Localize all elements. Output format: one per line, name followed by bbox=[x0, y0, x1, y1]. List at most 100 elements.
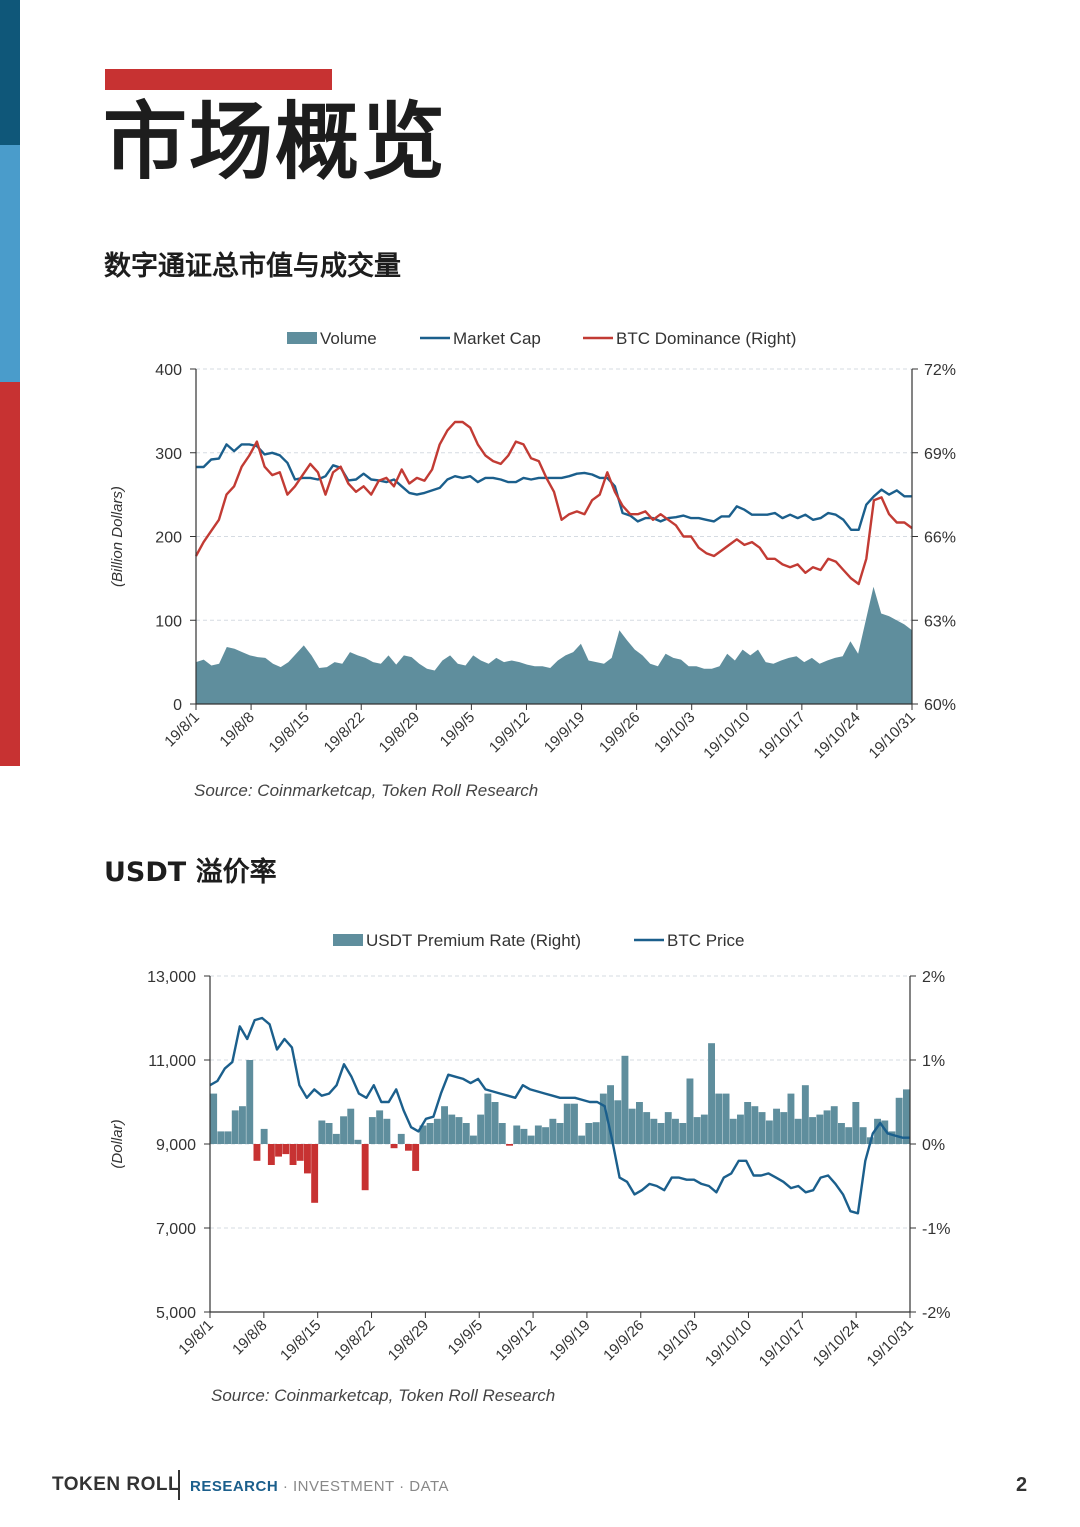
premium-bar bbox=[340, 1116, 347, 1144]
premium-bar bbox=[773, 1108, 780, 1144]
y2-tick-label: 2% bbox=[922, 969, 945, 986]
premium-bar bbox=[498, 1123, 506, 1144]
x-tick-label: 19/9/12 bbox=[492, 1317, 539, 1364]
section-title-market-cap: 数字通证总市值与成交量 bbox=[104, 251, 401, 282]
y-tick-label: 11,000 bbox=[148, 1053, 196, 1070]
x-tick-label: 19/10/10 bbox=[702, 1317, 755, 1370]
x-tick-label: 19/8/1 bbox=[175, 1317, 217, 1359]
legend-swatch bbox=[287, 332, 317, 344]
y-tick-label: 300 bbox=[155, 446, 182, 463]
section-title-usdt-premium: USDT 溢价率 bbox=[104, 857, 277, 888]
premium-bar bbox=[390, 1144, 398, 1149]
x-tick-label: 19/9/26 bbox=[600, 1317, 647, 1364]
y-axis-title: (Billion Dollars) bbox=[109, 486, 126, 587]
premium-bar bbox=[354, 1139, 362, 1144]
x-tick-label: 19/9/5 bbox=[437, 709, 479, 751]
premium-bar bbox=[679, 1123, 687, 1144]
premium-bar bbox=[484, 1093, 492, 1144]
premium-bar bbox=[643, 1112, 651, 1144]
premium-bar bbox=[455, 1117, 463, 1144]
premium-bar bbox=[787, 1093, 795, 1144]
premium-bar bbox=[289, 1144, 297, 1165]
sidebar-accent-dark-blue bbox=[0, 0, 20, 145]
premium-bar bbox=[412, 1144, 420, 1171]
premium-bar bbox=[513, 1125, 521, 1144]
premium-bar bbox=[859, 1127, 867, 1144]
page-number: 2 bbox=[1016, 1474, 1028, 1496]
premium-bar bbox=[520, 1128, 528, 1144]
footer-tag-rest: · INVESTMENT · DATA bbox=[278, 1478, 450, 1495]
premium-bar bbox=[628, 1108, 636, 1144]
x-tick-label: 19/9/19 bbox=[546, 1317, 593, 1364]
series-area-volume bbox=[196, 586, 912, 704]
premium-bar bbox=[477, 1114, 485, 1144]
legend-label: USDT Premium Rate (Right) bbox=[366, 931, 581, 950]
premium-bar bbox=[722, 1093, 730, 1144]
premium-bar bbox=[737, 1114, 744, 1144]
premium-bar bbox=[874, 1118, 881, 1144]
legend-swatch bbox=[333, 934, 363, 946]
premium-bar bbox=[231, 1110, 239, 1144]
premium-bar bbox=[578, 1135, 586, 1144]
legend-label: Volume bbox=[320, 329, 377, 348]
x-tick-label: 19/10/24 bbox=[810, 1317, 863, 1370]
premium-bar bbox=[304, 1144, 311, 1174]
premium-bar bbox=[361, 1144, 369, 1191]
premium-bar bbox=[383, 1118, 391, 1144]
premium-bar bbox=[549, 1118, 557, 1144]
premium-bar bbox=[224, 1131, 232, 1144]
premium-bar bbox=[693, 1117, 701, 1144]
premium-bar bbox=[253, 1144, 261, 1161]
x-tick-label: 19/9/5 bbox=[445, 1317, 487, 1359]
premium-bar bbox=[405, 1144, 412, 1151]
premium-bar bbox=[614, 1100, 622, 1144]
footer-divider bbox=[178, 1470, 180, 1500]
premium-bar bbox=[563, 1103, 571, 1144]
y2-tick-label: -2% bbox=[922, 1305, 950, 1322]
premium-bar bbox=[318, 1120, 326, 1144]
premium-bar bbox=[217, 1131, 225, 1144]
x-tick-label: 19/10/31 bbox=[864, 1317, 917, 1370]
x-tick-label: 19/8/29 bbox=[385, 1317, 432, 1364]
premium-bar bbox=[823, 1110, 831, 1144]
y-tick-label: 100 bbox=[155, 613, 182, 630]
premium-bar bbox=[765, 1120, 773, 1144]
premium-bar bbox=[599, 1093, 607, 1144]
x-tick-label: 19/10/3 bbox=[654, 1317, 701, 1364]
premium-bar bbox=[592, 1122, 600, 1144]
x-tick-label: 19/8/1 bbox=[161, 709, 203, 751]
premium-bar bbox=[441, 1106, 448, 1144]
premium-bar bbox=[801, 1085, 809, 1144]
y-tick-label: 400 bbox=[155, 362, 182, 379]
premium-bar bbox=[636, 1102, 643, 1144]
source-note: Source: Coinmarketcap, Token Roll Resear… bbox=[211, 1386, 555, 1405]
premium-bar bbox=[332, 1133, 340, 1144]
premium-bar bbox=[527, 1135, 535, 1144]
premium-bar bbox=[838, 1123, 845, 1144]
premium-bar bbox=[780, 1112, 788, 1144]
premium-bar bbox=[376, 1110, 384, 1144]
x-tick-label: 19/10/17 bbox=[755, 709, 808, 762]
premium-bar bbox=[260, 1128, 268, 1144]
page-title: 市场概览 bbox=[103, 93, 448, 191]
y2-tick-label: 72% bbox=[924, 362, 956, 379]
y2-tick-label: -1% bbox=[922, 1221, 950, 1238]
premium-bar bbox=[845, 1127, 853, 1144]
premium-bar bbox=[491, 1102, 499, 1144]
premium-bar bbox=[621, 1055, 629, 1144]
footer-tagline: RESEARCH · INVESTMENT · DATA bbox=[190, 1478, 449, 1495]
premium-bar bbox=[347, 1108, 355, 1144]
premium-bar bbox=[275, 1144, 282, 1157]
legend-label: BTC Price bbox=[667, 931, 744, 950]
premium-bar bbox=[506, 1144, 513, 1146]
sidebar-accent-red bbox=[0, 382, 20, 766]
premium-bar bbox=[585, 1123, 593, 1144]
premium-bar bbox=[664, 1112, 672, 1144]
premium-bar bbox=[809, 1117, 816, 1144]
footer-tag-research: RESEARCH bbox=[190, 1478, 279, 1495]
premium-bar bbox=[852, 1102, 860, 1144]
series-line-btc-price bbox=[209, 1016, 910, 1215]
y-tick-label: 0 bbox=[173, 697, 182, 714]
premium-bar bbox=[311, 1144, 319, 1203]
premium-bar bbox=[462, 1123, 470, 1144]
